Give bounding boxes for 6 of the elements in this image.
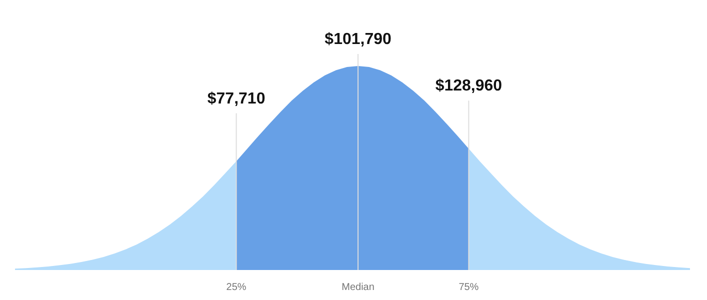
ref-line-label: $128,960 (435, 78, 502, 95)
x-tick-label: Median (342, 282, 374, 293)
x-tick-label: 25% (226, 282, 246, 293)
ref-line-label: $101,790 (324, 31, 392, 48)
ref-line-label: $77,710 (207, 90, 266, 108)
x-tick-label: 75% (458, 282, 479, 293)
